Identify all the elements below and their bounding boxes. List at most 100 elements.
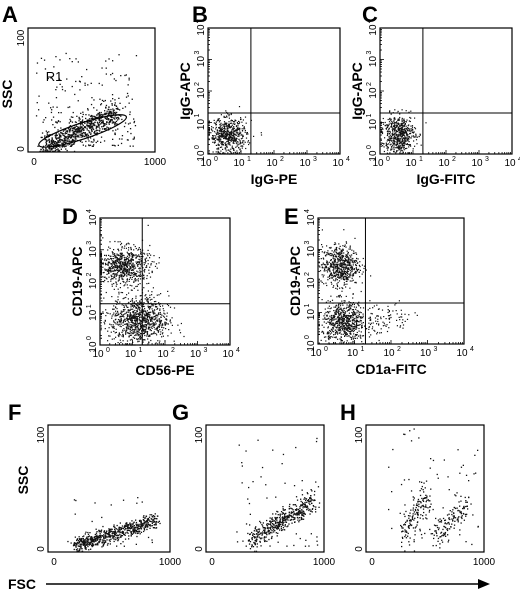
data-point [133, 305, 135, 307]
data-point [400, 133, 402, 135]
data-point [356, 257, 358, 259]
data-point [93, 99, 95, 101]
data-point [333, 314, 335, 316]
data-point [121, 274, 123, 276]
data-point [339, 312, 341, 315]
data-point [151, 291, 153, 293]
data-point [144, 258, 146, 260]
data-point [352, 316, 354, 319]
data-point [406, 128, 408, 130]
data-point [405, 131, 408, 133]
data-point [131, 266, 133, 268]
data-point [224, 122, 226, 124]
data-point [149, 324, 151, 326]
data-point [348, 264, 350, 266]
data-point [137, 289, 139, 291]
data-point [148, 282, 150, 284]
data-point [38, 95, 40, 97]
data-point [98, 118, 101, 120]
data-point [142, 339, 144, 341]
data-point [397, 144, 399, 146]
data-point [237, 144, 239, 146]
data-point [397, 128, 399, 130]
data-point [226, 125, 228, 127]
data-point [343, 284, 345, 286]
data-point [180, 344, 182, 346]
data-point [137, 283, 139, 286]
data-point [128, 336, 130, 338]
data-point [232, 135, 234, 137]
data-point [126, 261, 128, 263]
data-point [337, 255, 339, 257]
data-point [402, 128, 404, 130]
data-point [119, 267, 121, 269]
data-point [79, 133, 81, 135]
data-point [343, 319, 345, 321]
data-point [137, 333, 139, 335]
data-point [153, 331, 155, 333]
data-point [394, 125, 396, 127]
data-point [74, 139, 76, 141]
data-point [406, 129, 409, 131]
data-point [139, 344, 141, 346]
data-point [400, 132, 402, 134]
data-point [100, 260, 102, 262]
data-point [127, 139, 129, 141]
data-point [102, 311, 104, 313]
data-point [235, 125, 238, 127]
data-point [127, 311, 129, 313]
data-point [358, 301, 360, 303]
data-point [340, 274, 342, 276]
data-point [136, 264, 139, 266]
data-point [236, 152, 238, 154]
data-point [47, 134, 49, 136]
data-point [233, 148, 235, 150]
data-point [123, 275, 125, 277]
data-point [123, 262, 125, 264]
data-point [349, 287, 351, 289]
data-point [89, 125, 91, 127]
data-point [352, 309, 355, 311]
data-point [64, 139, 66, 141]
data-point [338, 308, 341, 310]
data-point [125, 259, 127, 261]
data-point [234, 137, 236, 139]
data-point [113, 321, 115, 323]
data-point [60, 135, 62, 137]
data-point [112, 253, 114, 255]
data-point [109, 335, 111, 337]
data-point [217, 150, 219, 152]
data-point [100, 243, 102, 245]
data-point [142, 305, 144, 307]
data-point [127, 262, 129, 264]
data-point [329, 253, 331, 255]
data-point [341, 316, 343, 318]
data-point [343, 282, 345, 284]
data-point [399, 128, 401, 130]
data-point [340, 262, 342, 264]
data-point [173, 307, 176, 309]
data-point [408, 111, 410, 113]
data-point [130, 252, 132, 254]
data-point [221, 141, 223, 143]
data-point [350, 324, 352, 326]
data-point [348, 262, 350, 264]
data-point [341, 271, 343, 273]
data-point [48, 147, 50, 149]
data-point [117, 269, 119, 271]
data-point [120, 142, 123, 145]
data-point [120, 291, 122, 294]
data-point [397, 140, 399, 142]
data-point [124, 320, 126, 322]
data-point [79, 134, 81, 136]
data-point [356, 331, 358, 334]
data-point [100, 270, 102, 272]
data-point [382, 128, 384, 130]
data-point [68, 133, 70, 136]
data-point [137, 308, 139, 310]
data-point [118, 250, 120, 252]
scatter-points [100, 224, 185, 346]
data-point [386, 146, 388, 148]
data-point [143, 326, 145, 328]
